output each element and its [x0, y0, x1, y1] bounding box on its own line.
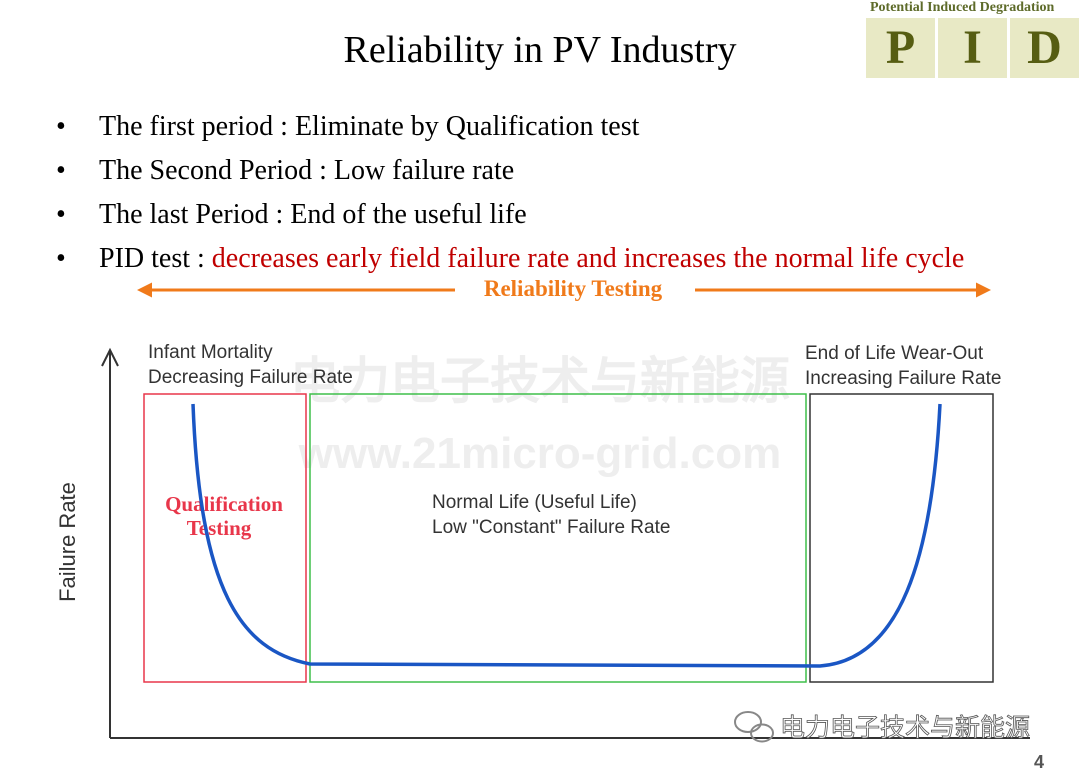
bullet-first-period: • The first period : Eliminate by Qualif… — [56, 108, 964, 152]
bullet-dot: • — [56, 111, 66, 142]
normal-life-sublabel: Low "Constant" Failure Rate — [432, 517, 670, 538]
watermark-url: www.21micro-grid.com — [298, 429, 781, 478]
logo-caption: Potential Induced Degradation — [870, 0, 1055, 15]
logo-letters: P I D — [866, 18, 1079, 78]
wechat-account-name: 电力电子技术与新能源 — [780, 714, 1030, 742]
y-axis-label: Failure Rate — [55, 482, 80, 602]
testing-label: Testing — [187, 516, 252, 540]
wechat-icon — [734, 711, 774, 743]
bullet-pid-test: • PID test : decreases early field failu… — [56, 240, 964, 284]
bullet-list: • The first period : Eliminate by Qualif… — [56, 108, 964, 284]
wear-out-sublabel: Increasing Failure Rate — [805, 368, 1001, 389]
wear-out-label: End of Life Wear-Out — [805, 343, 984, 364]
logo-letter-i: I — [938, 18, 1007, 78]
bullet-text: PID test : — [99, 243, 212, 274]
pid-logo: Potential Induced Degradation P I D — [866, 0, 1080, 82]
y-axis-arrowhead — [101, 347, 119, 367]
qualification-label: Qualification — [165, 492, 283, 516]
infant-mortality-sublabel: Decreasing Failure Rate — [148, 367, 353, 388]
bullet-dot: • — [56, 155, 66, 186]
page-number: 4 — [1034, 752, 1045, 772]
bathtub-curve-diagram: 电力电子技术与新能源 www.21micro-grid.com Reliabil… — [55, 276, 1030, 743]
bullet-text: The last Period : End of the useful life — [99, 199, 527, 230]
infant-mortality-label: Infant Mortality — [148, 342, 273, 363]
wear-out-box — [809, 393, 994, 683]
watermark-chinese: 电力电子技术与新能源 — [290, 353, 790, 409]
bullet-highlight-text: decreases early field failure rate and i… — [211, 243, 965, 274]
reliability-testing-banner: Reliability Testing — [484, 276, 663, 301]
normal-life-label: Normal Life (Useful Life) — [432, 492, 637, 513]
wechat-watermark: 电力电子技术与新能源 — [734, 711, 1030, 743]
logo-letter-p: P — [866, 18, 935, 78]
slide-title: Reliability in PV Industry — [343, 29, 737, 71]
logo-letter-d: D — [1010, 18, 1079, 78]
bullet-text: The Second Period : Low failure rate — [99, 155, 515, 186]
bullet-text: The first period : Eliminate by Qualific… — [99, 111, 640, 142]
infant-mortality-box — [143, 393, 307, 683]
normal-life-box — [309, 393, 807, 683]
bathtub-curve — [191, 403, 942, 668]
bullet-last-period: • The last Period : End of the useful li… — [56, 196, 964, 240]
bullet-dot: • — [56, 243, 66, 274]
bullet-dot: • — [56, 199, 66, 230]
bullet-second-period: • The Second Period : Low failure rate — [56, 152, 964, 196]
